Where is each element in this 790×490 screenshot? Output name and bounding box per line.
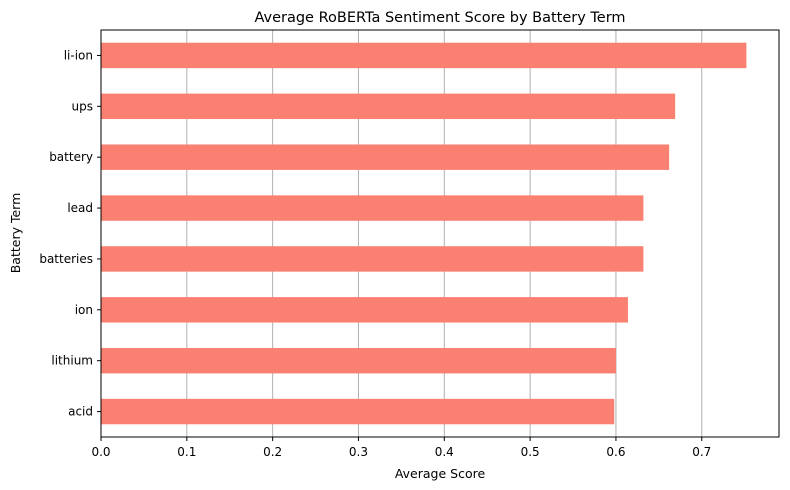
y-tick-label: lead — [67, 201, 93, 215]
bar-batteries — [101, 246, 644, 272]
bar-acid — [101, 398, 615, 425]
x-axis-label: Average Score — [395, 466, 486, 481]
bar-battery — [101, 144, 670, 170]
x-tick-label: 0.2 — [263, 445, 282, 459]
x-tick-label: 0.7 — [692, 445, 711, 459]
bar-ion — [101, 297, 628, 323]
y-tick-label: acid — [68, 405, 93, 419]
y-tick-label: battery — [49, 150, 93, 164]
x-tick-label: 0.5 — [521, 445, 540, 459]
x-tick-label: 0.6 — [606, 445, 625, 459]
bar-li-ion — [101, 42, 747, 69]
grid-layer — [186, 30, 703, 437]
y-tick-label: lithium — [51, 354, 93, 368]
x-tick-label: 0.0 — [91, 445, 110, 459]
y-axis-label: Battery Term — [8, 193, 23, 274]
y-tick-label: ion — [75, 303, 93, 317]
chart-title: Average RoBERTa Sentiment Score by Batte… — [254, 10, 625, 26]
x-ticks: 0.0 0.1 0.2 0.3 0.4 0.5 0.6 0.7 — [91, 437, 711, 459]
y-tick-label: batteries — [39, 252, 93, 266]
bar-lithium — [101, 347, 616, 374]
y-ticks: li-ion ups battery lead batteries ion lithium a… — [39, 48, 101, 419]
y-tick-label: ups — [72, 99, 93, 113]
x-tick-label: 0.1 — [177, 445, 196, 459]
plot-frame — [100, 29, 780, 438]
bar-lead — [101, 195, 644, 221]
x-tick-label: 0.3 — [349, 445, 368, 459]
y-tick-label: li-ion — [64, 48, 93, 62]
bar-layer — [101, 42, 747, 425]
x-tick-label: 0.4 — [435, 445, 454, 459]
bar-ups — [101, 93, 676, 120]
